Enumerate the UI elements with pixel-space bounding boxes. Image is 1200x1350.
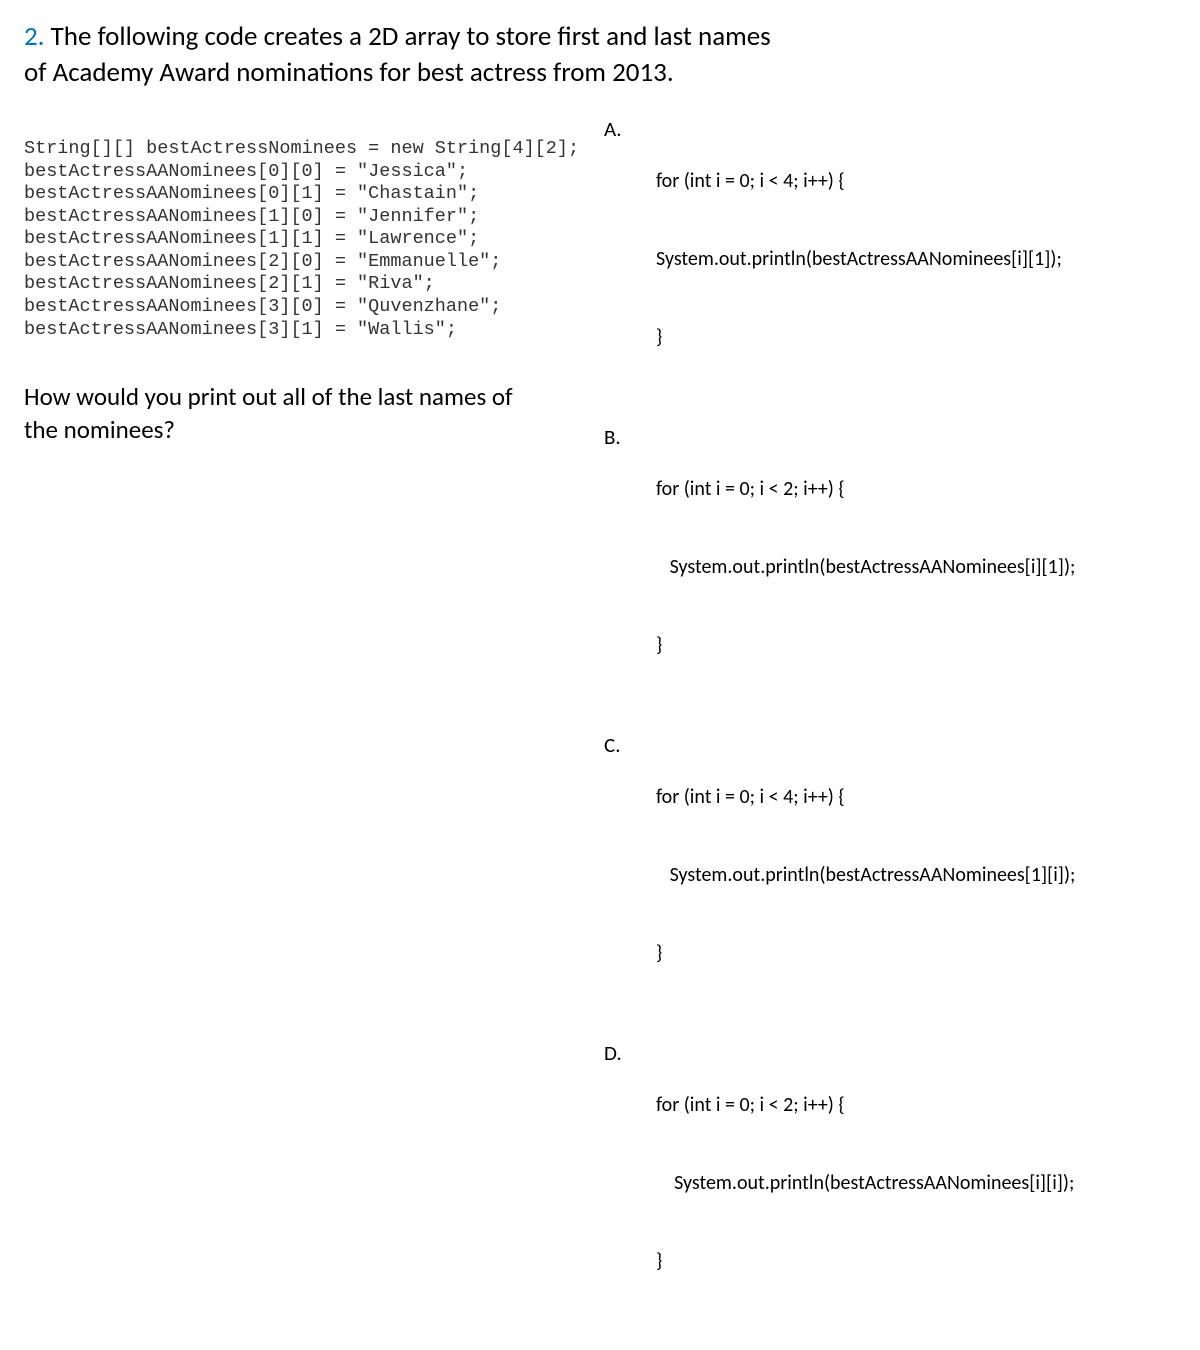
code-line: bestActressAANominees[2][1] = "Riva"; (24, 273, 435, 294)
option-code: for (int i = 0; i < 4; i++) { System.out… (656, 1348, 1062, 1350)
content-columns: String[][] bestActressNominees = new Str… (24, 116, 1176, 1350)
option-d: D. for (int i = 0; i < 2; i++) { System.… (604, 1040, 1176, 1326)
question-text-line1: The following code creates a 2D array to… (51, 20, 771, 53)
question-number: 2. (24, 20, 45, 53)
code-line: bestActressAANominees[3][1] = "Wallis"; (24, 319, 457, 340)
code-line: bestActressAANominees[2][0] = "Emmanuell… (24, 251, 501, 272)
option-letter: B. (604, 424, 632, 710)
option-code: for (int i = 0; i < 4; i++) { System.out… (656, 732, 1075, 1018)
option-e: E. for (int i = 0; i < 4; i++) { System.… (604, 1348, 1176, 1350)
sub-question: How would you print out all of the last … (24, 381, 584, 446)
code-line: String[][] bestActressNominees = new Str… (24, 138, 579, 159)
code-line: bestActressAANominees[0][0] = "Jessica"; (24, 161, 468, 182)
option-letter: D. (604, 1040, 632, 1326)
left-column: String[][] bestActressNominees = new Str… (24, 116, 584, 1350)
opt-line: System.out.println(bestActressAANominees… (656, 554, 1075, 580)
option-code: for (int i = 0; i < 4; i++) { System.out… (656, 116, 1062, 402)
option-code: for (int i = 0; i < 2; i++) { System.out… (656, 1040, 1074, 1326)
question-heading: 2. The following code creates a 2D array… (24, 20, 1176, 90)
option-c: C. for (int i = 0; i < 4; i++) { System.… (604, 732, 1176, 1018)
opt-line: for (int i = 0; i < 4; i++) { (656, 168, 1062, 194)
option-letter: C. (604, 732, 632, 1018)
opt-line: System.out.println(bestActressAANominees… (656, 246, 1062, 272)
code-line: bestActressAANominees[1][0] = "Jennifer"… (24, 206, 479, 227)
opt-line: System.out.println(bestActressAANominees… (656, 862, 1075, 888)
option-a: A. for (int i = 0; i < 4; i++) { System.… (604, 116, 1176, 402)
question-text-line2: of Academy Award nominations for best ac… (24, 56, 674, 89)
option-letter: A. (604, 116, 632, 402)
code-line: bestActressAANominees[0][1] = "Chastain"… (24, 183, 479, 204)
option-b: B. for (int i = 0; i < 2; i++) { System.… (604, 424, 1176, 710)
opt-line: for (int i = 0; i < 4; i++) { (656, 784, 1075, 810)
code-line: bestActressAANominees[1][1] = "Lawrence"… (24, 228, 479, 249)
opt-line: System.out.println(bestActressAANominees… (656, 1170, 1074, 1196)
subq-line1: How would you print out all of the last … (24, 381, 584, 414)
code-block: String[][] bestActressNominees = new Str… (24, 116, 584, 342)
opt-line: } (656, 324, 1062, 350)
code-line: bestActressAANominees[3][0] = "Quvenzhan… (24, 296, 501, 317)
opt-line: } (656, 632, 1075, 658)
opt-line: for (int i = 0; i < 2; i++) { (656, 476, 1075, 502)
right-column: A. for (int i = 0; i < 4; i++) { System.… (604, 116, 1176, 1350)
option-code: for (int i = 0; i < 2; i++) { System.out… (656, 424, 1075, 710)
subq-line2: the nominees? (24, 414, 584, 447)
opt-line: } (656, 940, 1075, 966)
opt-line: } (656, 1248, 1074, 1274)
option-letter: E. (604, 1348, 632, 1350)
opt-line: for (int i = 0; i < 2; i++) { (656, 1092, 1074, 1118)
